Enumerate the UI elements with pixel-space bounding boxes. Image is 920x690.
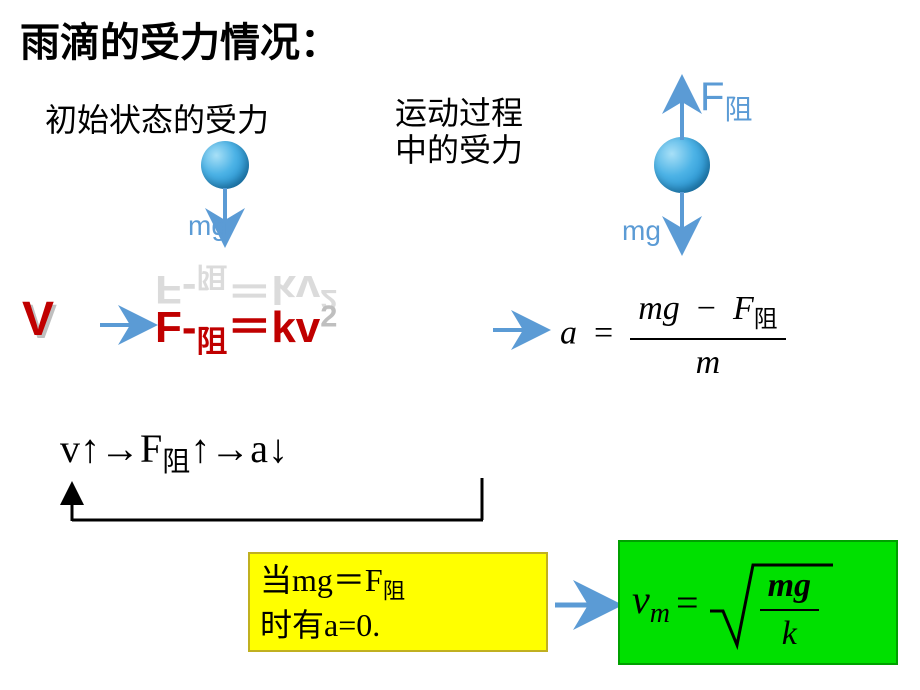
condition-box: 当mg＝F阻 时有a=0.	[248, 552, 548, 652]
reasoning-chain: v↑→F阻↑→a↓	[60, 425, 288, 480]
moving-line2: 中的受力	[395, 132, 523, 168]
velocity-v: V	[22, 292, 54, 347]
initial-state-label: 初始状态的受力	[45, 95, 269, 141]
moving-state-label: 运动过程 中的受力	[395, 95, 523, 169]
rf-prefix: F-	[155, 303, 197, 352]
vm-eq: =	[676, 579, 699, 626]
cond-line1: 当mg＝F阻	[260, 560, 536, 605]
vm-var: vm	[632, 576, 670, 630]
f-resistance-label: F阻	[700, 75, 752, 128]
cond-line2: 时有a=0.	[260, 605, 536, 645]
rf-sup: 2	[320, 298, 337, 333]
rf-sub: 阻	[197, 325, 228, 359]
f-sub: 阻	[724, 95, 752, 126]
mg-label-left: mg	[188, 210, 227, 242]
accel-a: a	[560, 315, 577, 352]
mg-label-right: mg	[622, 215, 661, 247]
terminal-velocity-box: vm = mg k	[618, 540, 898, 665]
raindrop-sphere-right	[654, 137, 710, 193]
accel-fraction: mg − F阻 m	[630, 290, 785, 382]
rf-mid: ＝kv	[227, 303, 320, 352]
f-main: F	[700, 75, 724, 119]
resistance-formula: F-阻＝kv2	[155, 291, 337, 361]
moving-line1: 运动过程	[395, 95, 523, 131]
raindrop-sphere-left	[201, 141, 249, 189]
accel-eq: =	[594, 315, 613, 352]
page-title: 雨滴的受力情况：	[20, 10, 340, 68]
vm-sqrt: mg k	[705, 553, 835, 653]
acceleration-formula: a = mg − F阻 m	[560, 290, 786, 382]
